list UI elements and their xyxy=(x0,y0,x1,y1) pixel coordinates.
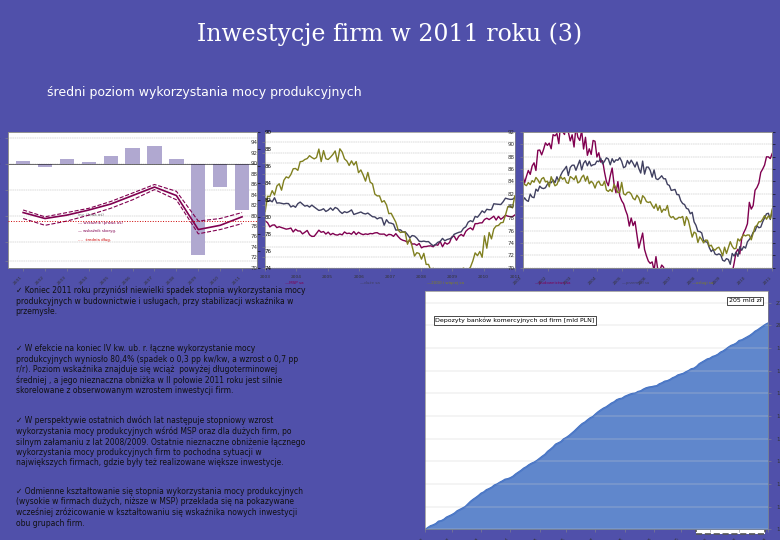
Text: średni poziom wykorzystania mocy produkcyjnych: średni poziom wykorzystania mocy produkc… xyxy=(47,85,361,99)
Text: ✓ Odmienne kształtowanie się stopnia wykorzystania mocy produkcyjnych
(wysokie w: ✓ Odmienne kształtowanie się stopnia wyk… xyxy=(16,487,303,528)
Text: ✓ W perspektywie ostatnich dwóch lat następuje stopniowy wzrost
wykorzystania mo: ✓ W perspektywie ostatnich dwóch lat nas… xyxy=(16,416,305,467)
Text: dane NBP: dane NBP xyxy=(700,519,760,529)
Text: Inwestycje firm w 2011 roku (3): Inwestycje firm w 2011 roku (3) xyxy=(197,22,583,46)
Text: ✓ W efekcie na koniec IV kw. ub. r. łączne wykorzystanie mocy
produkcyjnych wyni: ✓ W efekcie na koniec IV kw. ub. r. łącz… xyxy=(16,344,298,395)
Text: ✓ Koniec 2011 roku przyniósł niewielki spadek stopnia wykorzystania mocy
produkc: ✓ Koniec 2011 roku przyniósł niewielki s… xyxy=(16,286,305,316)
